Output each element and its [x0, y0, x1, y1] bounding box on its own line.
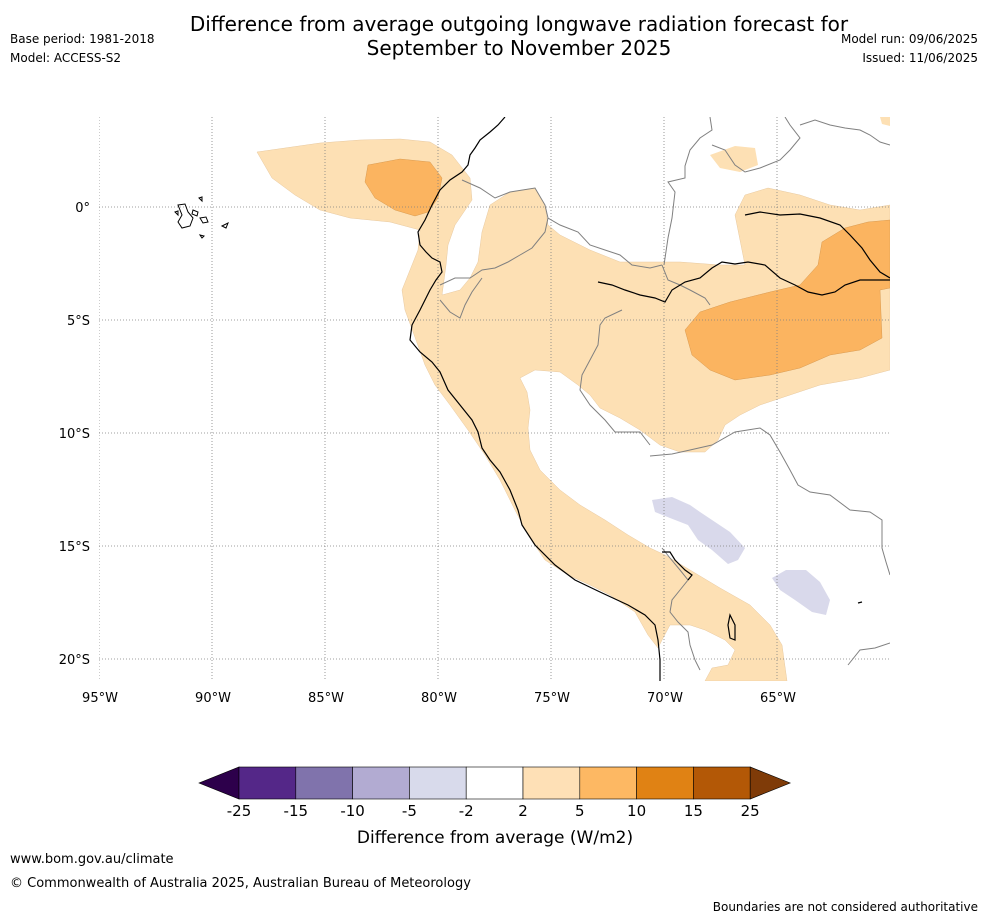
colorbar: -25 -15 -10 -5 -2 2 5 10 15 25 [198, 766, 792, 820]
anomaly-region-light-orange-ne2 [880, 117, 890, 126]
lon-label-90w: 90°W [195, 691, 231, 706]
colorbar-segment [693, 766, 751, 800]
anomaly-region-mid-orange-west [364, 158, 443, 217]
colorbar-tick-label: -15 [284, 802, 309, 820]
colorbar-tick-label: 15 [684, 802, 703, 820]
colorbar-tick-label: -25 [227, 802, 252, 820]
lon-label-85w: 85°W [308, 691, 344, 706]
country-borders [439, 117, 890, 671]
anomaly-region-light-orange-ne [710, 146, 758, 172]
model-name: Model: ACCESS-S2 [10, 51, 122, 65]
galapagos-islands [174, 196, 229, 239]
lat-label-20s: 20°S [59, 653, 90, 668]
lon-label-80w: 80°W [421, 691, 457, 706]
colorbar-extend-high [749, 766, 792, 800]
anomaly-region-light-purple-1 [652, 497, 745, 564]
base-period: Base period: 1981-2018 [10, 32, 155, 46]
title-line-2: September to November 2025 [366, 36, 672, 60]
lat-label-15s: 15°S [59, 540, 90, 555]
map-title: Difference from average outgoing longwav… [0, 12, 988, 60]
colorbar-tick-label: -5 [402, 802, 417, 820]
coastlines [409, 117, 890, 681]
colorbar-segment [636, 766, 694, 800]
colorbar-segment [352, 766, 410, 800]
lon-label-95w: 95°W [82, 691, 118, 706]
colorbar-tick-label: 5 [575, 802, 585, 820]
lon-label-75w: 75°W [534, 691, 570, 706]
colorbar-extend-low [198, 766, 240, 800]
colorbar-tick-label: 25 [741, 802, 760, 820]
lon-label-65w: 65°W [760, 691, 796, 706]
footer-copyright: © Commonwealth of Australia 2025, Austra… [10, 876, 471, 891]
footer-disclaimer: Boundaries are not considered authoritat… [712, 900, 978, 914]
colorbar-tick-label: -10 [340, 802, 365, 820]
lat-label-10s: 10°S [59, 427, 90, 442]
lon-label-70w: 70°W [647, 691, 683, 706]
colorbar-segment [522, 766, 581, 800]
anomaly-region-mid-orange-east [684, 219, 890, 381]
lat-label-5s: 5°S [67, 314, 90, 329]
colorbar-segment [295, 766, 353, 800]
graticule [99, 117, 890, 681]
footer-url: www.bom.gov.au/climate [10, 852, 174, 867]
title-line-1: Difference from average outgoing longwav… [189, 12, 849, 36]
model-run: Model run: 09/06/2025 [840, 32, 978, 46]
issued-date: Issued: 11/06/2025 [862, 51, 978, 65]
colorbar-tick-label: 2 [518, 802, 528, 820]
colorbar-segment [238, 766, 297, 800]
colorbar-segment [579, 766, 637, 800]
colorbar-tick-label: -2 [459, 802, 474, 820]
colorbar-title: Difference from average (W/m2) [357, 828, 633, 848]
lat-label-0: 0° [75, 201, 90, 216]
colorbar-segment [465, 766, 524, 800]
anomaly-region-light-purple-2 [772, 570, 830, 615]
colorbar-tick-label: 10 [627, 802, 646, 820]
colorbar-segment [409, 766, 467, 800]
